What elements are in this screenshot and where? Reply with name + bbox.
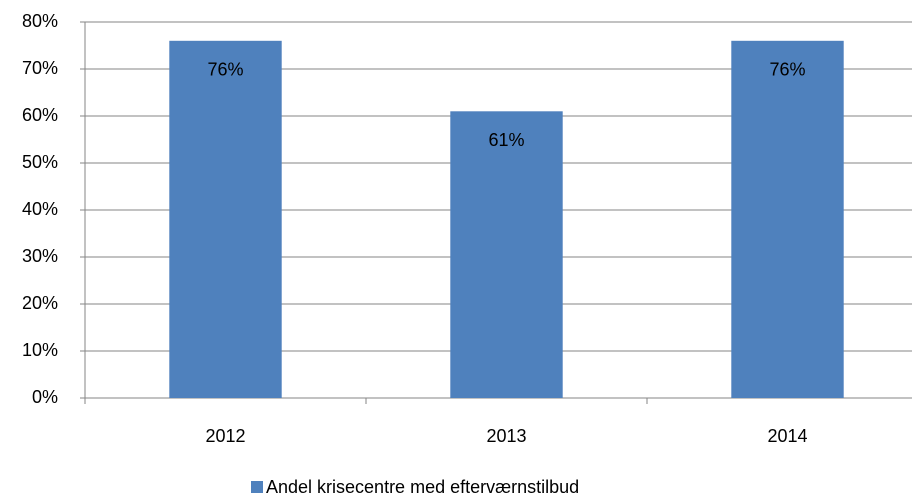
x-tick-label: 2013	[486, 426, 526, 446]
x-tick-label: 2012	[205, 426, 245, 446]
y-tick-label: 30%	[22, 246, 58, 266]
legend-label: Andel krisecentre med efterværnstilbud	[266, 477, 579, 497]
bar	[169, 40, 282, 399]
data-label: 76%	[207, 60, 243, 80]
y-tick-label: 60%	[22, 105, 58, 125]
data-label: 76%	[769, 60, 805, 80]
y-tick-label: 10%	[22, 340, 58, 360]
x-tick-label: 2014	[767, 426, 807, 446]
y-tick-label: 70%	[22, 58, 58, 78]
y-tick-label: 50%	[22, 152, 58, 172]
y-tick-label: 40%	[22, 199, 58, 219]
bar	[731, 40, 844, 399]
legend-swatch	[251, 481, 263, 493]
y-tick-label: 0%	[32, 387, 58, 407]
data-label: 61%	[488, 130, 524, 150]
y-tick-label: 20%	[22, 293, 58, 313]
bar	[450, 111, 563, 399]
y-tick-label: 80%	[22, 11, 58, 31]
